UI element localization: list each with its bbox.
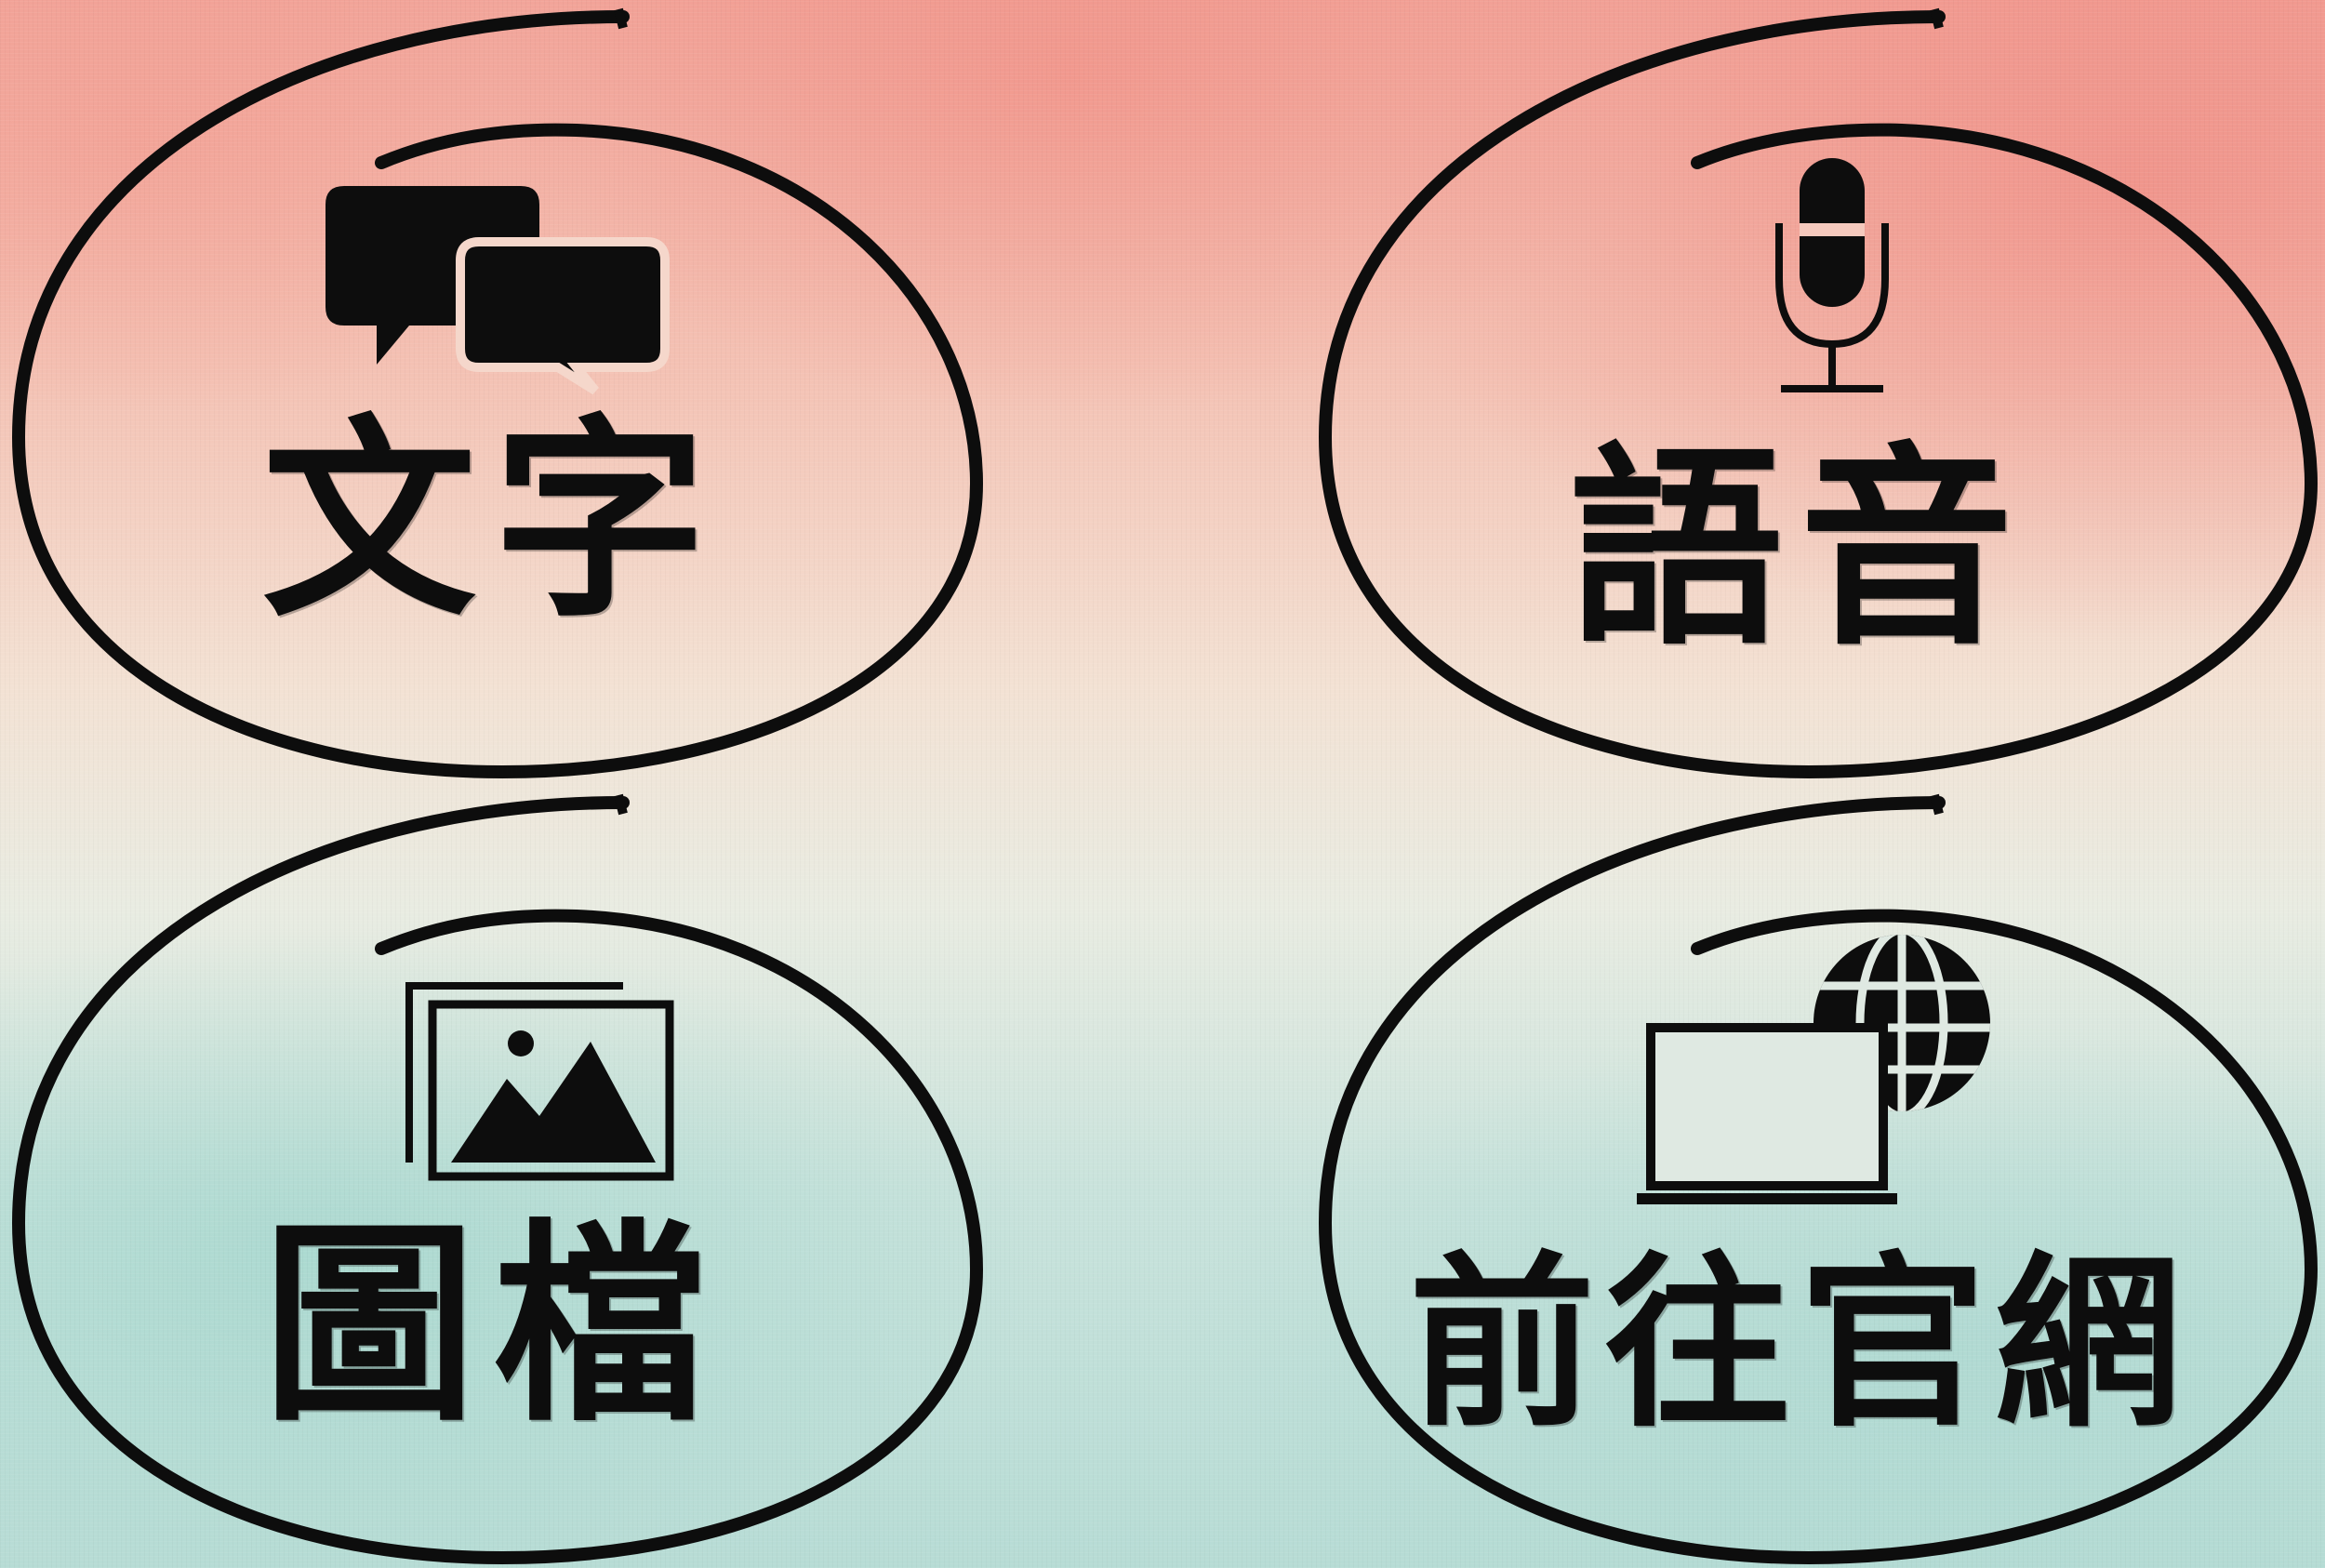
option-image-button[interactable]: 圖檔 [0, 786, 1004, 1565]
option-ring [1318, 793, 2318, 1565]
option-label: 文字 [261, 395, 724, 646]
option-label: 前往官網 [1408, 1234, 2190, 1453]
images-icon [405, 982, 674, 1181]
option-label: 語音 [1568, 423, 2030, 674]
option-ring [11, 7, 984, 779]
option-label: 圖檔 [261, 1200, 724, 1451]
microphone-icon [1775, 158, 1889, 392]
option-ring [1318, 7, 2318, 779]
option-ring [11, 793, 984, 1565]
option-text-button[interactable]: 文字 [0, 0, 1004, 779]
option-voice-button[interactable]: 語音 [1288, 0, 2318, 779]
option-website-button[interactable]: 前往官網 [1288, 786, 2318, 1565]
laptop-globe-icon [1637, 935, 1990, 1204]
chat-bubbles-icon [326, 186, 670, 395]
